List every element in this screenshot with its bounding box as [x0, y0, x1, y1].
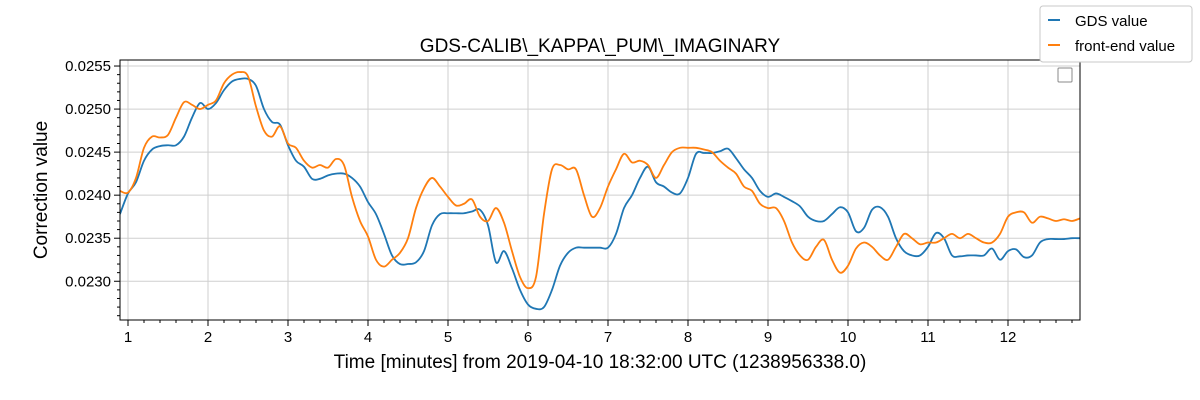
chart-title: GDS-CALIB\_KAPPA\_PUM\_IMAGINARY — [420, 36, 781, 57]
x-tick-label: 11 — [920, 329, 936, 346]
x-axis-label: Time [minutes] from 2019-04-10 18:32:00 … — [334, 352, 867, 373]
y-tick-label: 0.0235 — [65, 230, 111, 247]
x-axis: 1 2 3 4 5 6 7 8 9 10 11 12 — [124, 320, 1073, 346]
legend-label-frontend: front-end value — [1075, 38, 1175, 55]
y-tick-label: 0.0240 — [65, 187, 111, 204]
x-tick-label: 12 — [1000, 329, 1017, 346]
x-tick-label: 4 — [364, 329, 372, 346]
y-tick-label: 0.0230 — [65, 273, 111, 290]
x-tick-label: 10 — [840, 329, 857, 346]
x-tick-label: 7 — [604, 329, 612, 346]
series-line-front-end-value — [120, 71, 1080, 290]
grid — [120, 60, 1080, 320]
y-axis-label: Correction value — [31, 121, 52, 259]
legend-frame — [1039, 5, 1193, 63]
y-tick-label: 0.0245 — [65, 144, 111, 161]
legend-label-gds: GDS value — [1075, 13, 1148, 30]
series-lines — [120, 71, 1080, 311]
y-axis: 0.0230 0.0235 0.0240 0.0245 0.0250 0.0255 — [65, 58, 120, 317]
x-tick-label: 8 — [684, 329, 692, 346]
x-tick-label: 1 — [124, 329, 132, 346]
empty-legend-box — [1057, 67, 1073, 83]
x-tick-label: 5 — [444, 329, 452, 346]
series-line-gds-value — [120, 77, 1080, 311]
plot-frame — [119, 59, 1081, 321]
legend: GDS value front-end value — [1039, 5, 1193, 63]
x-tick-label: 3 — [284, 329, 292, 346]
y-tick-label: 0.0250 — [65, 101, 111, 118]
x-tick-label: 2 — [204, 329, 212, 346]
x-tick-label: 9 — [764, 329, 772, 346]
y-tick-label: 0.0255 — [65, 58, 111, 75]
x-tick-label: 6 — [524, 329, 532, 346]
